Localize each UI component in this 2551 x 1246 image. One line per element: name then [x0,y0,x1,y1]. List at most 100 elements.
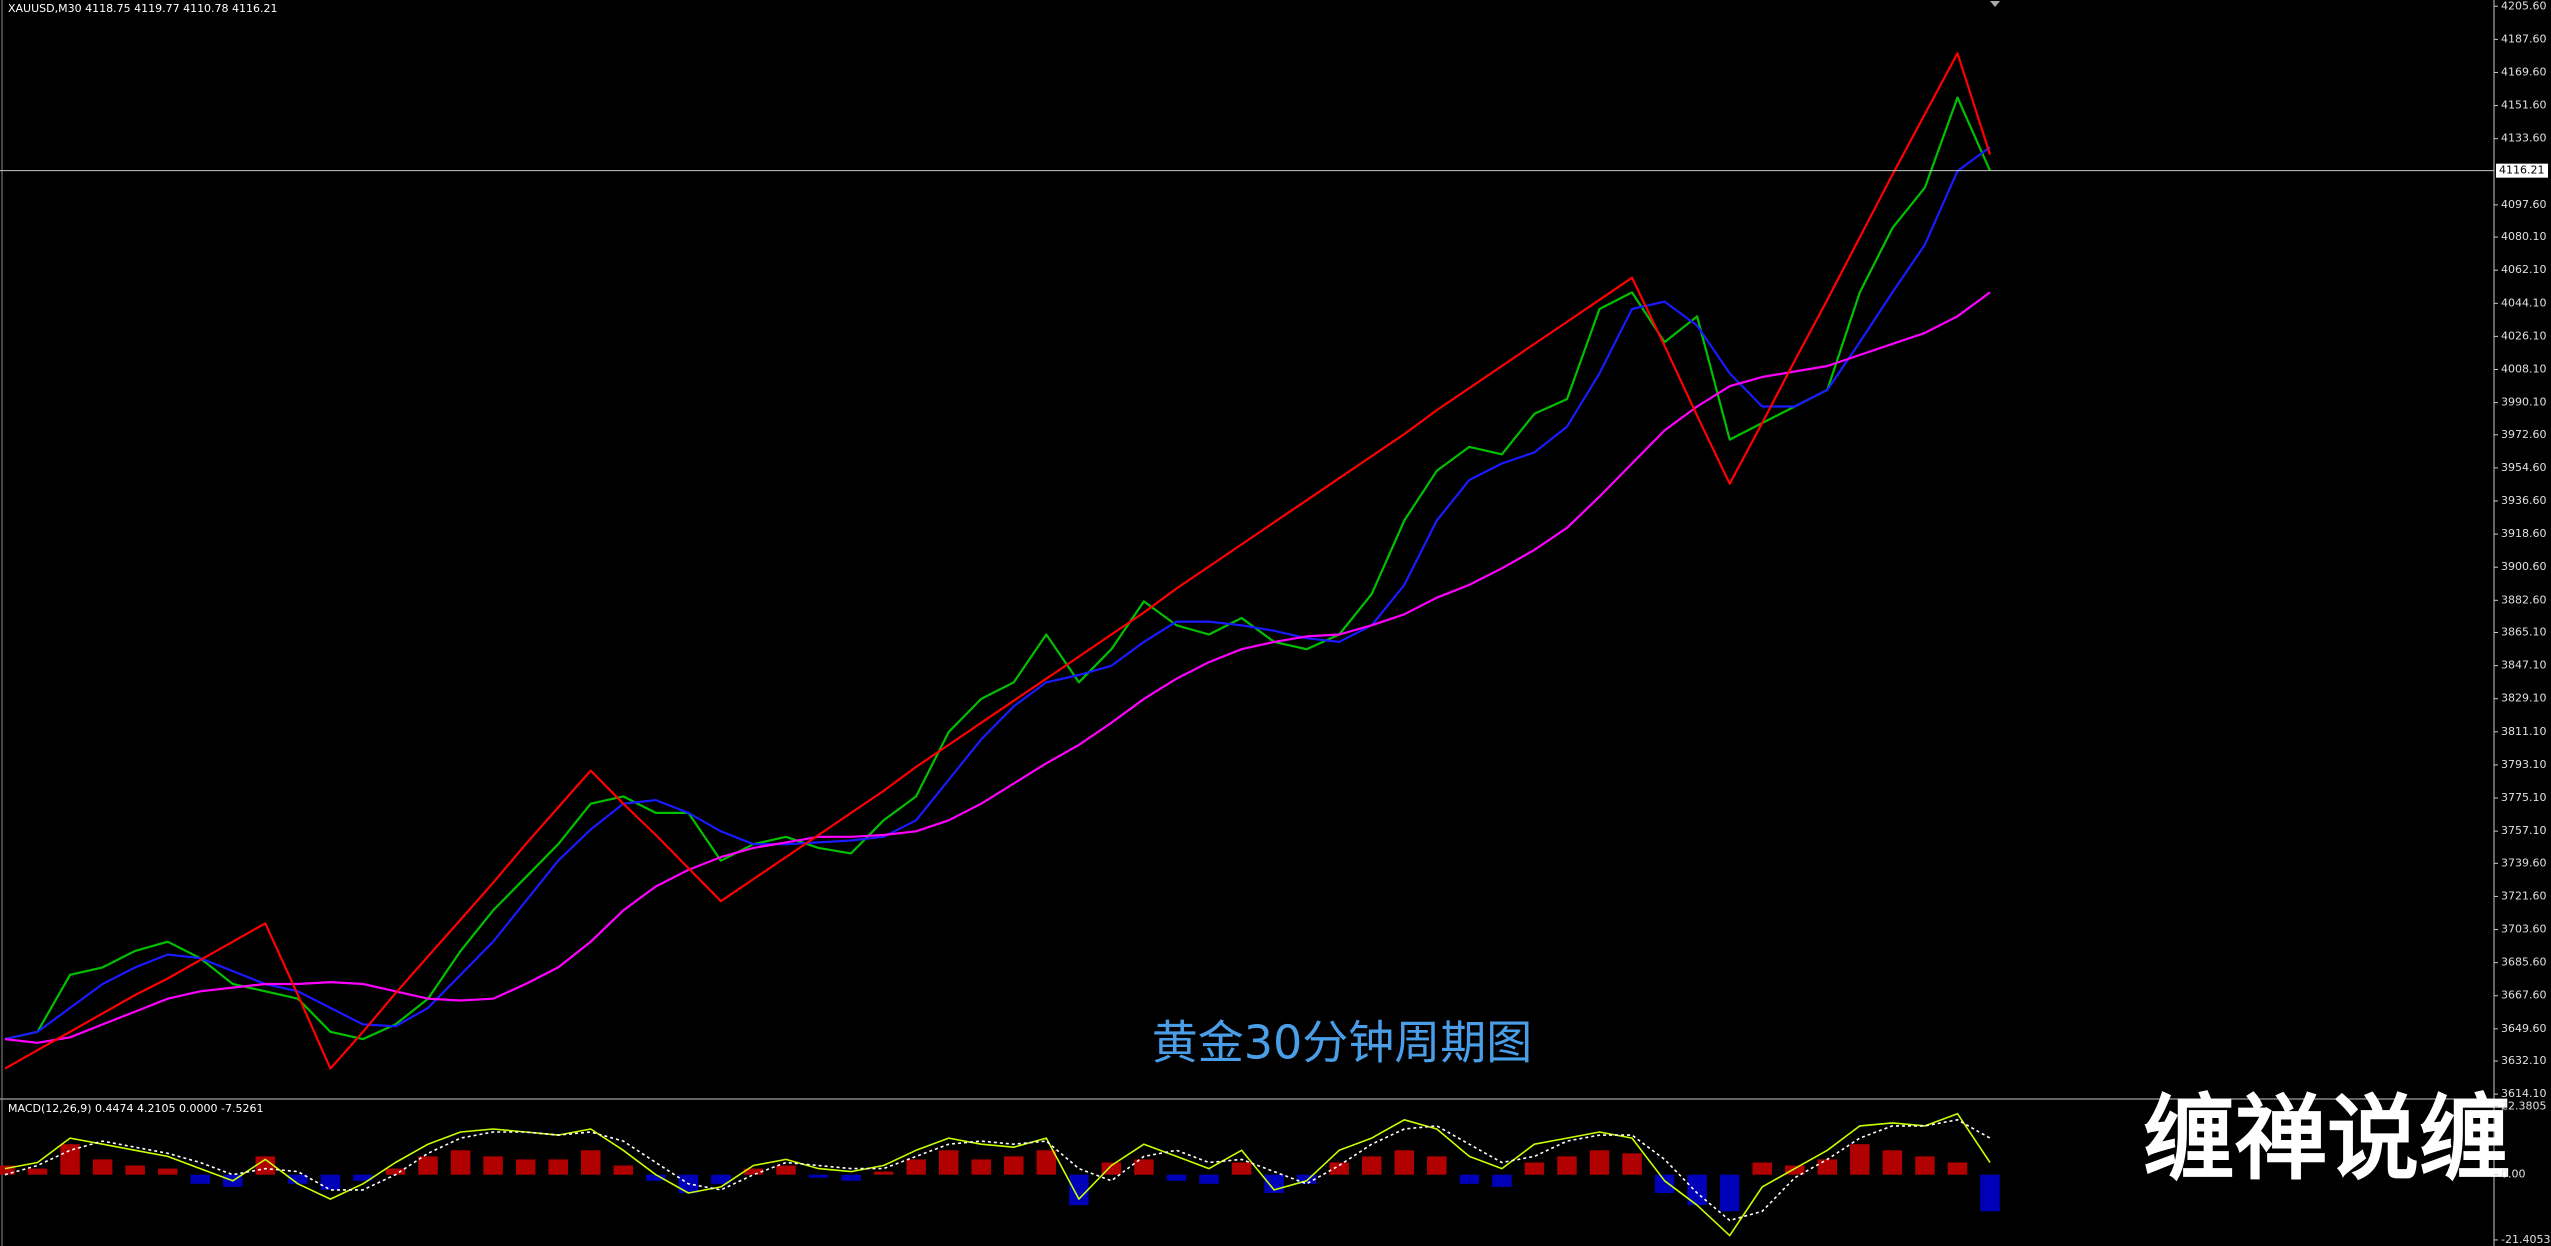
y-tick-label: 3936.60 [2501,494,2547,507]
histogram-bar [1166,1174,1187,1181]
histogram-bar [483,1156,503,1175]
histogram-bar [1524,1162,1545,1175]
histogram-bar [1654,1174,1675,1193]
histogram-bar [743,1168,764,1175]
histogram-bar [971,1159,991,1175]
macd-line [4,1119,1991,1222]
histogram-bar [515,1159,536,1175]
histogram-bar [60,1144,80,1175]
price-line [4,291,1991,1044]
y-tick-label: 3847.10 [2501,659,2547,672]
histogram-bar [385,1168,406,1175]
histogram-bar [92,1159,113,1175]
histogram-bar [580,1150,601,1175]
histogram-bar [1296,1174,1317,1184]
y-tick-label: 3775.10 [2501,791,2547,804]
histogram-bar [1752,1162,1772,1175]
price-line [4,146,1991,1041]
y-tick-label: 4062.10 [2501,263,2547,276]
y-tick-label: 3918.60 [2501,527,2547,540]
y-tick-label: 3667.60 [2501,989,2547,1002]
histogram-bar [776,1165,796,1175]
shift-marker [1990,1,2000,7]
y-tick-label: 4187.60 [2501,32,2547,45]
histogram-bar [1004,1156,1024,1175]
y-tick-label: 4026.10 [2501,329,2547,342]
histogram-bar [1492,1174,1512,1187]
histogram-bar [1427,1156,1447,1175]
y-tick-label: 3614.10 [2501,1087,2547,1100]
y-tick-label: 4205.60 [2501,0,2547,12]
y-tick-label: 3900.60 [2501,560,2547,573]
y-tick-label: 3882.60 [2501,593,2547,606]
annotation: 黄金30分钟周期图 [1152,1016,1533,1070]
y-tick-label: 3972.60 [2501,428,2547,441]
histogram-bar [320,1174,341,1190]
histogram-bar [646,1174,666,1181]
histogram-bar [1915,1156,1935,1175]
histogram-bar [1134,1159,1154,1175]
histogram-bar [1231,1162,1252,1175]
price-line [4,52,1992,1070]
y-tick-label: 3649.60 [2501,1022,2547,1035]
histogram-bar [548,1159,568,1175]
histogram-bar [1817,1159,1838,1175]
y-tick-label: 22.3805 [2501,1099,2547,1112]
y-tick-label: 3721.60 [2501,889,2547,902]
histogram-bar [1394,1150,1415,1175]
histogram-bar [353,1174,373,1181]
histogram-bar [938,1150,959,1175]
last-price-box [2496,163,2548,178]
histogram-bar [1589,1150,1610,1175]
histogram-bar [1069,1174,1089,1206]
histogram-bar [613,1165,634,1175]
histogram-bar [125,1165,145,1175]
histogram-bar [711,1174,731,1184]
histogram-bar [1980,1174,2000,1212]
y-tick-label: 0.00 [2501,1168,2526,1181]
histogram-bar [190,1174,211,1184]
y-tick-label: 3632.10 [2501,1054,2547,1067]
histogram-bar [157,1168,178,1175]
y-tick-label: 3811.10 [2501,725,2547,738]
y-tick-label: 3829.10 [2501,692,2547,705]
histogram-bar [1882,1150,1903,1175]
chart-title: XAUUSD,M30 4118.75 4119.77 4110.78 4116.… [8,2,278,15]
y-tick-label: 3703.60 [2501,923,2547,936]
histogram-bar [1850,1144,1870,1175]
histogram-bar [808,1174,829,1178]
y-tick-label: 3954.60 [2501,461,2547,474]
y-tick-label: 4133.60 [2501,132,2547,145]
y-tick-label: 3685.60 [2501,956,2547,969]
histogram-bar [27,1168,48,1175]
y-tick-label: 4097.60 [2501,198,2547,211]
y-tick-label: 3757.10 [2501,824,2547,837]
histogram-bar [1947,1162,1968,1175]
y-tick-label: 4151.60 [2501,99,2547,112]
y-tick-label: 4169.60 [2501,65,2547,78]
histogram-bar [1361,1156,1382,1175]
histogram-bar [0,1165,15,1175]
histogram-bar [1784,1165,1805,1175]
histogram-bar [1459,1174,1480,1184]
histogram-bar [1199,1174,1219,1184]
histogram-bar [450,1150,471,1175]
macd-line [4,1112,1991,1237]
histogram-bar [1719,1174,1740,1212]
histogram-bar [906,1159,926,1175]
y-tick-label: -21.4053 [2501,1233,2550,1246]
histogram-bar [1622,1153,1642,1175]
y-tick-label: 4080.10 [2501,230,2547,243]
histogram-bar [1557,1156,1577,1175]
y-tick-label: 3865.10 [2501,625,2547,638]
y-tick-label: 3990.10 [2501,396,2547,409]
histogram-bar [1036,1150,1057,1175]
y-tick-label: 4008.10 [2501,362,2547,375]
histogram-bar [873,1171,894,1175]
watermark: 缠禅说缠 [2143,1085,2511,1192]
y-tick-label: 4044.10 [2501,296,2547,309]
macd-title: MACD(12,26,9) 0.4474 4.2105 0.0000 -7.52… [8,1102,263,1115]
